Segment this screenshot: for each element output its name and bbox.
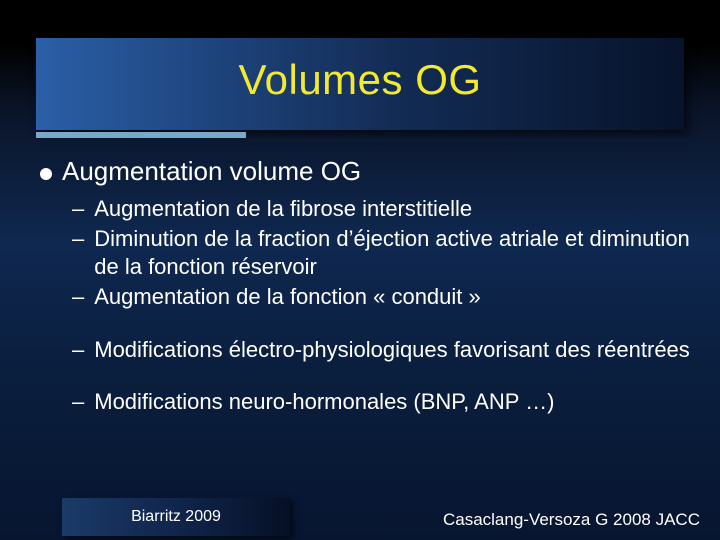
footer-left-box: Biarritz 2009 bbox=[62, 498, 290, 536]
slide-title: Volumes OG bbox=[36, 56, 684, 104]
main-bullet-text: Augmentation volume OG bbox=[62, 156, 361, 187]
sub-item-text: Augmentation de la fonction « conduit » bbox=[94, 283, 481, 311]
footer-right-text: Casaclang-Versoza G 2008 JACC bbox=[443, 510, 700, 530]
sub-item-text: Diminution de la fraction d’éjection act… bbox=[94, 225, 692, 281]
dash-icon: – bbox=[72, 336, 84, 364]
sub-list: – Augmentation de la fibrose interstitie… bbox=[72, 195, 692, 416]
dash-icon: – bbox=[72, 195, 84, 223]
title-bar: Volumes OG bbox=[36, 38, 684, 130]
footer-left-text: Biarritz 2009 bbox=[131, 508, 221, 526]
content-area: Augmentation volume OG – Augmentation de… bbox=[40, 156, 692, 418]
spacer bbox=[72, 366, 692, 388]
title-underline bbox=[36, 132, 246, 138]
sub-item: – Modifications neuro-hormonales (BNP, A… bbox=[72, 388, 692, 416]
sub-item: – Diminution de la fraction d’éjection a… bbox=[72, 225, 692, 281]
bullet-disc-icon bbox=[40, 168, 52, 180]
sub-item: – Augmentation de la fibrose interstitie… bbox=[72, 195, 692, 223]
dash-icon: – bbox=[72, 225, 84, 281]
dash-icon: – bbox=[72, 388, 84, 416]
sub-item: – Augmentation de la fonction « conduit … bbox=[72, 283, 692, 311]
sub-item-text: Modifications électro-physiologiques fav… bbox=[94, 336, 690, 364]
sub-item-text: Modifications neuro-hormonales (BNP, ANP… bbox=[94, 388, 554, 416]
sub-item: – Modifications électro-physiologiques f… bbox=[72, 336, 692, 364]
dash-icon: – bbox=[72, 283, 84, 311]
main-bullet: Augmentation volume OG bbox=[40, 156, 692, 187]
sub-item-text: Augmentation de la fibrose interstitiell… bbox=[94, 195, 472, 223]
spacer bbox=[72, 314, 692, 336]
